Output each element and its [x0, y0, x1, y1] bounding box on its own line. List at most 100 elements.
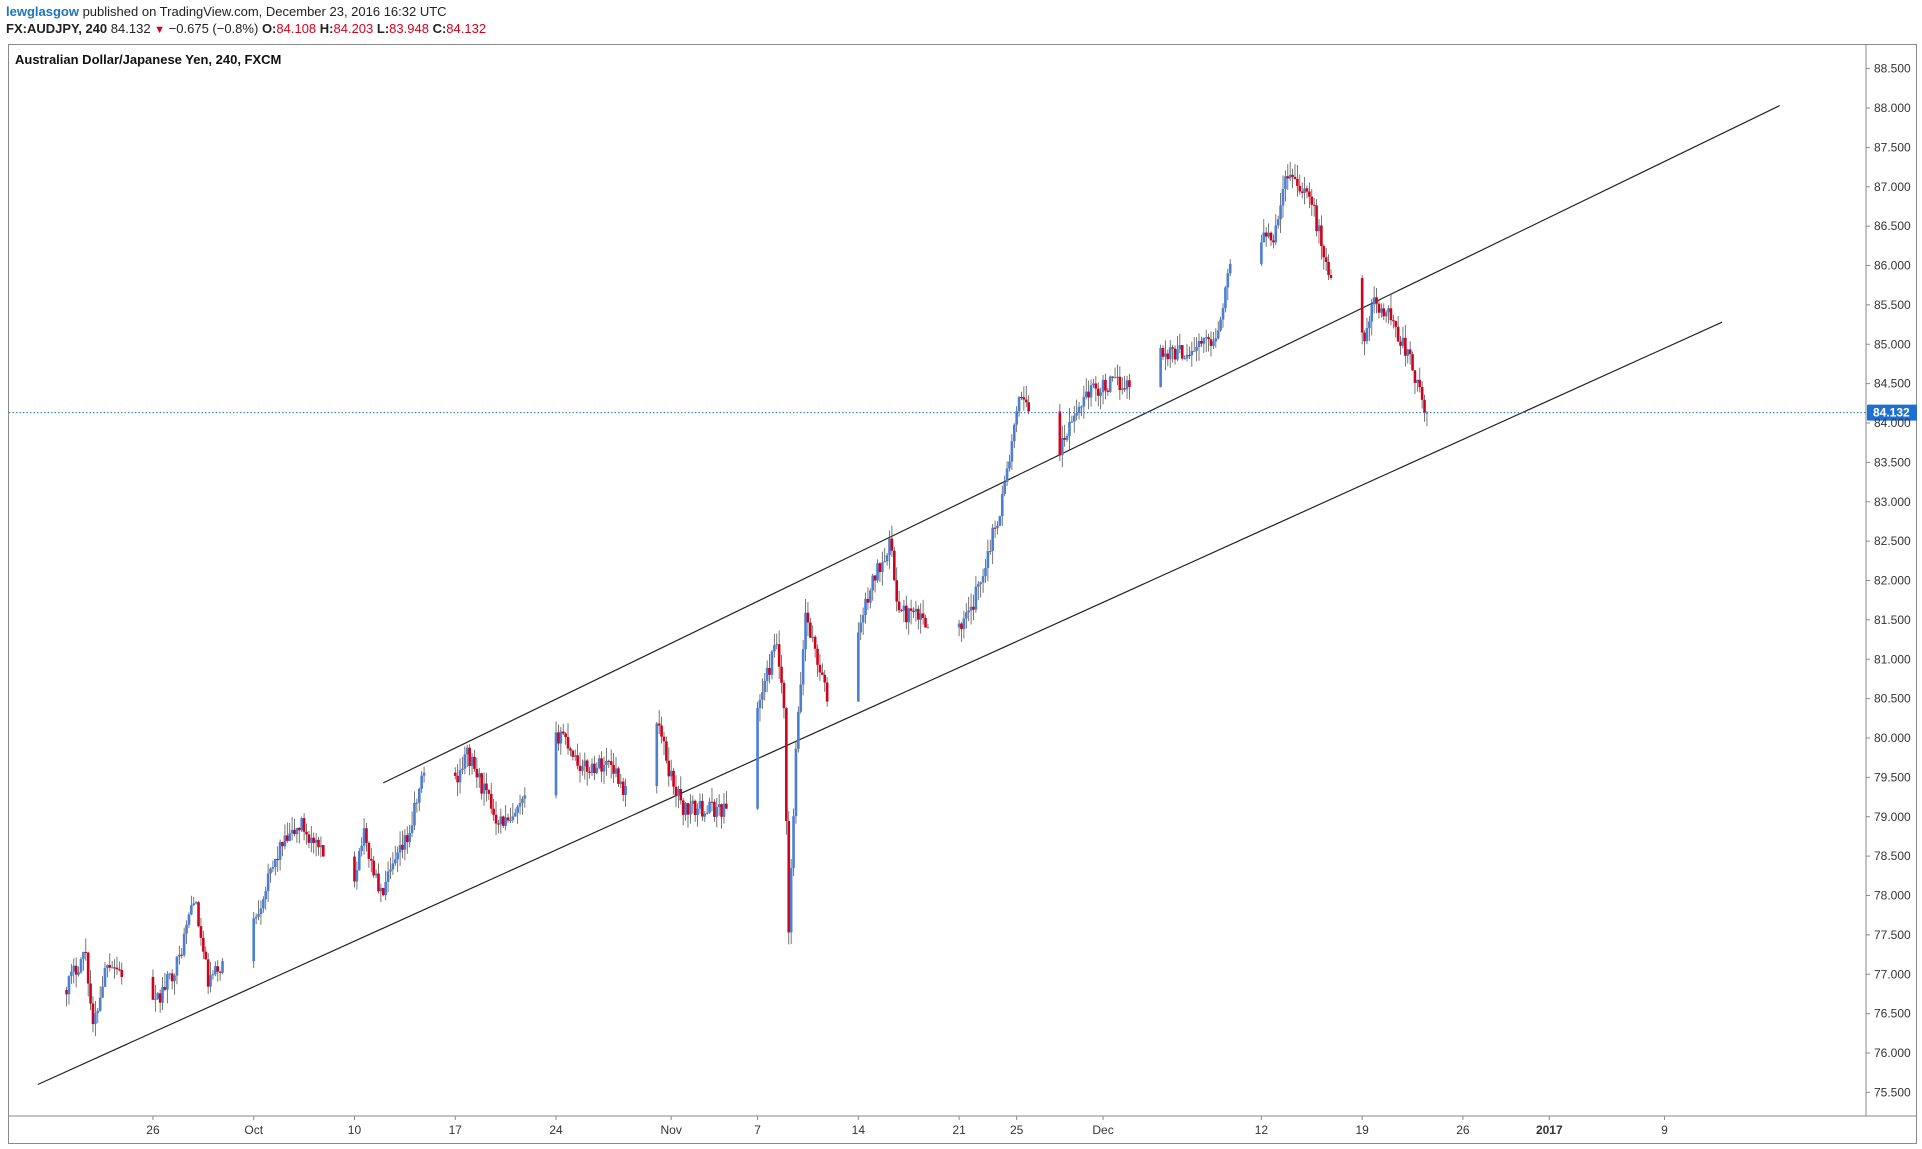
candle-body	[1404, 337, 1407, 356]
candle-body	[1394, 321, 1398, 327]
candle-body	[214, 966, 217, 975]
candle-body	[905, 605, 908, 623]
candle-body	[1368, 321, 1371, 329]
candle-body	[789, 868, 793, 933]
candle-body	[554, 732, 558, 796]
candle-body	[1375, 297, 1378, 304]
candle-body	[1221, 308, 1225, 320]
candle-body	[175, 956, 179, 976]
candle-body	[1003, 481, 1006, 494]
candle-body	[1416, 379, 1419, 383]
candle-body	[1123, 388, 1126, 390]
candle-body	[158, 993, 162, 1003]
candle-body	[715, 807, 719, 817]
trendline	[37, 321, 1723, 1086]
candle-body	[900, 610, 903, 612]
candle-body	[504, 817, 507, 826]
candle-body	[576, 755, 579, 766]
y-tick-label: 87.000	[1874, 180, 1911, 194]
candle-body	[1166, 353, 1170, 360]
candle-body	[1298, 185, 1302, 192]
candle-body	[883, 561, 887, 563]
candle-body	[1293, 176, 1297, 179]
candle-body	[98, 997, 102, 1011]
author-link[interactable]: lewglasgow	[6, 4, 79, 19]
candle-body	[1408, 349, 1412, 355]
candle-body	[1178, 345, 1182, 350]
candle-body	[415, 802, 419, 804]
candle-body	[1300, 191, 1304, 193]
candle-body	[818, 664, 822, 673]
candle-body	[1180, 345, 1184, 359]
candle-body	[1382, 308, 1386, 317]
candle-body	[79, 959, 83, 973]
candle-body	[1197, 340, 1201, 347]
candle-body	[252, 918, 256, 962]
candle-body	[516, 806, 519, 813]
candle-body	[389, 869, 392, 872]
candle-body	[115, 967, 119, 970]
candle-body	[895, 580, 899, 602]
candle-body	[1360, 277, 1364, 333]
candle-body	[276, 859, 280, 861]
candle-body	[1380, 308, 1383, 313]
candle-body	[511, 816, 515, 821]
candle-body	[660, 725, 663, 737]
candle-body	[1008, 461, 1011, 469]
candle-body	[907, 608, 911, 623]
candle-body	[1389, 308, 1393, 321]
candle-body	[878, 563, 882, 573]
candle-body	[823, 674, 827, 683]
candle-body	[101, 986, 104, 998]
candle-body	[485, 783, 488, 791]
candle-body	[984, 567, 987, 577]
candle-body	[120, 969, 124, 977]
x-tick-label: 26	[146, 1123, 160, 1137]
candle-body	[271, 867, 275, 869]
candle-body	[1171, 347, 1174, 349]
candle-body	[417, 788, 421, 803]
candle-body	[583, 760, 587, 767]
open-value: 84.108	[276, 21, 317, 36]
candle-body	[979, 582, 982, 585]
candle-body	[813, 636, 817, 649]
candle-body	[413, 802, 416, 826]
candle-body	[1396, 326, 1400, 342]
candle-body	[595, 767, 599, 774]
candle-body	[1192, 350, 1196, 352]
candle-body	[621, 781, 625, 795]
y-tick-label: 86.000	[1874, 259, 1911, 273]
last-price-marker: 84.132	[9, 404, 1917, 421]
candle-body	[696, 808, 699, 816]
candle-body	[365, 828, 368, 843]
candle-body	[1080, 406, 1083, 408]
candle-body	[1099, 392, 1102, 396]
candle-body	[1096, 388, 1100, 396]
candle-body	[1224, 287, 1227, 309]
x-tick-label: Nov	[661, 1123, 682, 1137]
candle-body	[708, 801, 711, 813]
candle-body	[917, 608, 920, 620]
candle-body	[597, 758, 601, 768]
candle-body	[94, 1013, 97, 1025]
y-tick-label: 79.000	[1874, 810, 1911, 824]
candle-body	[655, 723, 659, 786]
candle-body	[305, 831, 308, 835]
candle-body	[398, 844, 402, 853]
candle-body	[996, 525, 999, 529]
candle-body	[403, 835, 407, 850]
x-tick-label: Dec	[1092, 1123, 1113, 1137]
candle-body	[1418, 379, 1422, 387]
candle-body	[801, 649, 805, 685]
candle-body	[998, 516, 1002, 526]
candle-body	[72, 965, 76, 972]
candle-body	[293, 829, 296, 835]
candle-body	[1372, 297, 1376, 305]
candle-body	[602, 764, 606, 772]
candle-body	[758, 699, 762, 709]
candle-body	[624, 785, 627, 795]
x-tick-label: 10	[348, 1123, 362, 1137]
candle-body	[218, 971, 222, 973]
candle-body	[967, 610, 970, 613]
